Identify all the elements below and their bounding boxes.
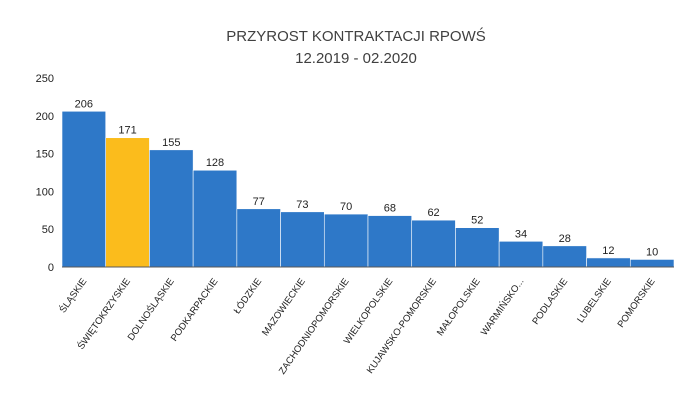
chart-subtitle: 12.2019 - 02.2020: [295, 50, 417, 67]
category-label: ŁÓDZKIE: [232, 276, 264, 316]
chart-title: PRZYROST KONTRAKTACJI RPOWŚ: [226, 27, 485, 45]
data-label: 62: [427, 207, 439, 219]
plot-area: 050100150200250206ŚLĄSKIE171ŚWIĘTOKRZYSK…: [36, 73, 675, 377]
category-label: LUBELSKIE: [575, 276, 614, 325]
data-label: 12: [602, 245, 614, 257]
bar: [629, 259, 675, 268]
data-label: 73: [296, 199, 308, 211]
data-label: 171: [118, 125, 136, 137]
bar: [455, 227, 500, 268]
bar: [367, 215, 413, 268]
data-label: 34: [515, 228, 527, 240]
data-label: 52: [471, 215, 483, 227]
y-tick-label: 100: [36, 186, 54, 198]
bar: [323, 213, 369, 268]
bar: [236, 208, 281, 268]
category-label: PODKARPACKIE: [169, 276, 221, 343]
data-label: 68: [384, 203, 396, 215]
bar: [105, 137, 150, 268]
data-label: 128: [206, 157, 224, 169]
bar: [542, 245, 587, 268]
bar: [498, 240, 544, 268]
data-label: 77: [253, 196, 265, 208]
bar: [192, 169, 238, 268]
data-label: 28: [559, 233, 571, 245]
bar: [61, 110, 107, 268]
y-tick-label: 50: [42, 224, 54, 236]
bar: [586, 257, 631, 268]
y-tick-label: 200: [36, 111, 54, 123]
category-label: POMORSKIE: [616, 276, 658, 329]
category-label: WARMIŃSKO...: [479, 276, 527, 337]
category-label: DOLNOŚLĄSKIE: [125, 276, 177, 343]
data-label: 70: [340, 201, 352, 213]
category-label: ŚLĄSKIE: [57, 276, 90, 315]
category-label: PODLASKIE: [530, 276, 570, 326]
data-label: 155: [162, 137, 180, 149]
category-label: MAZOWIECKIE: [260, 276, 308, 338]
bar: [280, 211, 325, 268]
bar: [411, 219, 456, 268]
bar: [149, 149, 194, 268]
data-label: 206: [75, 98, 93, 110]
y-tick-label: 0: [48, 262, 54, 274]
category-label: MAŁOPOLSKIE: [435, 276, 483, 338]
y-tick-label: 250: [36, 73, 54, 85]
y-tick-label: 150: [36, 149, 54, 161]
data-label: 10: [646, 246, 658, 258]
